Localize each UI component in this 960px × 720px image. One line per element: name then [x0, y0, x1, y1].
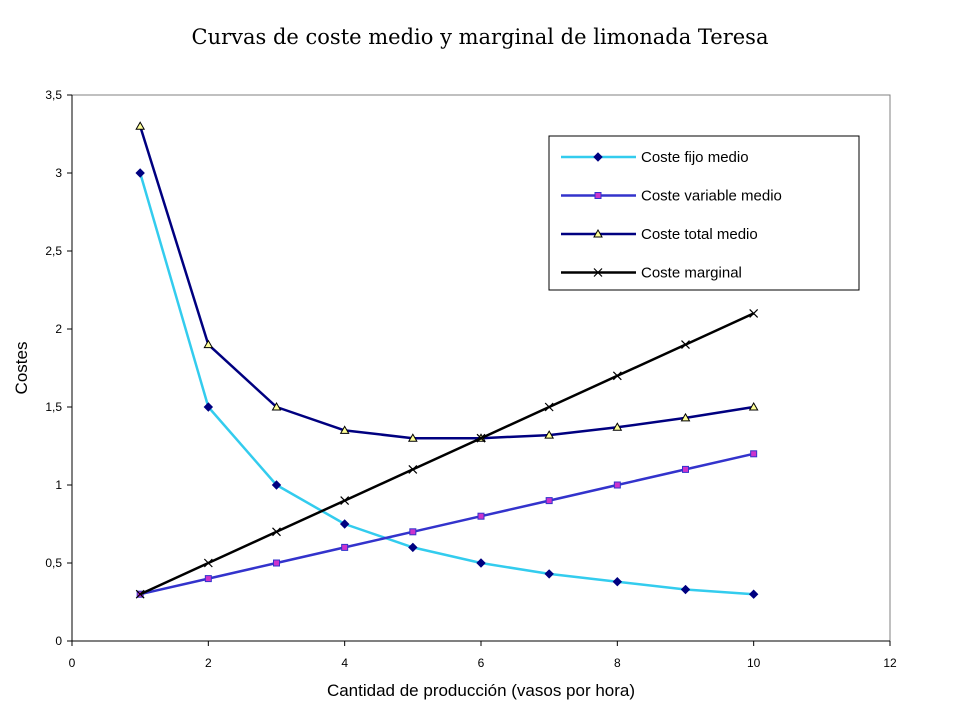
- data-point: [750, 450, 758, 458]
- data-point: [681, 340, 690, 350]
- legend-label: Coste marginal: [641, 265, 742, 282]
- series-line: [139, 452, 754, 596]
- data-point: [135, 589, 145, 599]
- x-tick-label: 10: [747, 656, 761, 670]
- data-point: [135, 168, 145, 178]
- y-tick-label: 2,5: [45, 244, 62, 258]
- data-point: [135, 121, 146, 130]
- data-point: [612, 371, 622, 381]
- legend: Coste fijo medio Coste variable medio Cost…: [548, 135, 860, 291]
- data-point: [544, 569, 554, 579]
- data-point: [476, 558, 486, 568]
- series-line: [139, 312, 755, 596]
- data-point: [612, 422, 623, 431]
- y-tick-label: 3,5: [45, 88, 62, 102]
- series-4: [135, 308, 759, 599]
- data-point: [477, 512, 485, 520]
- series-line: [138, 172, 754, 596]
- data-point: [271, 480, 282, 490]
- data-point: [593, 152, 603, 162]
- data-point: [613, 481, 621, 489]
- data-point: [748, 589, 759, 599]
- data-point: [340, 496, 350, 506]
- data-point: [748, 401, 759, 411]
- data-point: [476, 433, 486, 443]
- data-point: [682, 465, 689, 473]
- data-point: [407, 433, 418, 442]
- data-point: [204, 575, 212, 583]
- data-point: [408, 542, 418, 553]
- data-point: [544, 430, 555, 439]
- x-tick-label: 2: [205, 656, 212, 670]
- data-point: [203, 339, 214, 349]
- data-point: [612, 577, 623, 587]
- data-point: [680, 412, 691, 422]
- data-point: [749, 308, 759, 318]
- legend-item-4: Coste marginal: [561, 265, 742, 282]
- legend-item-3: Coste total medio: [561, 226, 758, 243]
- data-point: [593, 268, 603, 277]
- data-point: [593, 228, 603, 238]
- data-point: [408, 464, 418, 474]
- data-point: [594, 192, 602, 199]
- legend-label: Coste variable medio: [641, 188, 782, 205]
- legend-label: Coste fijo medio: [641, 149, 749, 166]
- y-tick-label: 3: [55, 166, 62, 180]
- y-tick-label: 1: [55, 478, 62, 492]
- y-tick-label: 1,5: [45, 400, 62, 414]
- y-axis-label: Costes: [12, 342, 31, 395]
- data-point: [339, 425, 350, 434]
- legend-box: [548, 135, 860, 291]
- data-point: [339, 519, 350, 529]
- data-point: [409, 528, 417, 536]
- x-tick-label: 6: [478, 656, 485, 670]
- x-tick-label: 12: [883, 656, 897, 670]
- x-axis-label: Cantidad de producción (vasos por hora): [327, 681, 635, 700]
- y-tick-label: 2: [55, 322, 62, 336]
- data-point: [544, 402, 554, 412]
- data-point: [545, 497, 553, 505]
- chart-title: Curvas de coste medio y marginal de limo…: [192, 25, 769, 49]
- legend-item-1: Coste fijo medio: [561, 149, 749, 166]
- series-layer: [135, 121, 759, 599]
- y-tick-label: 0,5: [45, 556, 62, 570]
- data-point: [272, 527, 281, 537]
- x-tick-label: 4: [341, 656, 348, 670]
- data-point: [341, 543, 349, 551]
- legend-item-2: Coste variable medio: [561, 188, 782, 205]
- axes: 0 2 4 6 8 10 12 0 0,5 1 1,5 2 2,5 3 3,5: [45, 88, 897, 670]
- y-tick-label: 0: [55, 634, 62, 648]
- data-point: [203, 558, 213, 568]
- x-tick-label: 8: [614, 656, 621, 670]
- series-1: [135, 168, 759, 599]
- data-point: [203, 402, 214, 412]
- series-line: [138, 125, 754, 440]
- x-tick-label: 0: [69, 656, 76, 670]
- legend-label: Coste total medio: [641, 226, 758, 243]
- data-point: [271, 401, 282, 411]
- series-3: [135, 121, 759, 442]
- data-point: [273, 559, 280, 567]
- data-point: [680, 584, 691, 595]
